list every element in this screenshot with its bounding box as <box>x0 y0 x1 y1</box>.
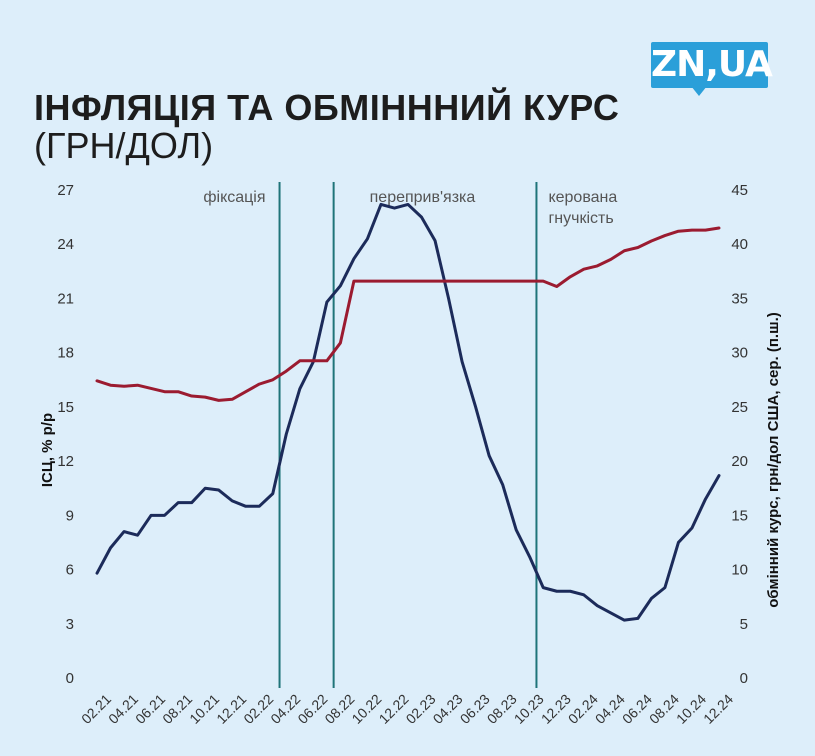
x-axis-ticks: 02.2104.2106.2108.2110.2112.2102.2204.22… <box>78 691 736 727</box>
x-tick-label: 04.23 <box>430 691 466 727</box>
cpi-line <box>95 202 721 622</box>
chart-subtitle: (ГРН/ДОЛ) <box>34 125 214 166</box>
zn-ua-logo[interactable]: ZN,UA <box>651 42 773 96</box>
period-dividers <box>278 182 538 688</box>
x-tick-label: 02.23 <box>403 691 439 727</box>
left-tick-label: 3 <box>66 616 74 633</box>
x-tick-label: 08.24 <box>646 691 682 727</box>
left-tick-label: 0 <box>66 670 74 687</box>
x-tick-label: 02.24 <box>565 691 601 727</box>
right-tick-label: 30 <box>731 345 748 362</box>
x-tick-label: 10.22 <box>348 691 384 727</box>
left-tick-label: 27 <box>57 182 74 199</box>
period-label: керована <box>548 189 617 206</box>
x-tick-label: 08.22 <box>321 691 357 727</box>
period-labels: фіксація переприв'язка керована гнучкість <box>203 189 617 227</box>
period-label: переприв'язка <box>370 189 476 206</box>
x-tick-label: 12.24 <box>700 691 736 727</box>
left-tick-label: 21 <box>57 290 74 307</box>
right-tick-label: 20 <box>731 453 748 470</box>
right-tick-label: 10 <box>731 562 748 579</box>
right-tick-label: 15 <box>731 507 748 524</box>
right-tick-label: 35 <box>731 290 748 307</box>
right-tick-label: 0 <box>740 670 748 687</box>
x-tick-label: 06.24 <box>619 691 655 727</box>
x-tick-label: 04.24 <box>592 691 628 727</box>
x-tick-label: 02.21 <box>78 691 114 727</box>
right-tick-label: 5 <box>740 616 748 633</box>
x-tick-label: 08.23 <box>484 691 520 727</box>
left-axis-ticks: 0 3 6 9 12 15 18 21 24 27 <box>57 182 74 687</box>
left-tick-label: 15 <box>57 399 74 416</box>
x-tick-label: 04.21 <box>105 691 141 727</box>
logo-box <box>651 42 768 88</box>
right-axis-title: обмінний курс, грн/дол США, сер. (п.ш.) <box>765 312 782 608</box>
left-tick-label: 6 <box>66 562 74 579</box>
left-axis-title: ІСЦ, % р/р <box>39 413 56 487</box>
series-lines <box>95 202 721 622</box>
left-tick-label: 24 <box>57 236 74 253</box>
right-tick-label: 40 <box>731 236 748 253</box>
x-tick-label: 12.23 <box>538 691 574 727</box>
x-tick-label: 10.21 <box>186 691 222 727</box>
x-tick-label: 10.23 <box>511 691 547 727</box>
x-tick-label: 04.22 <box>267 691 303 727</box>
x-tick-label: 12.21 <box>213 691 249 727</box>
x-tick-label: 12.22 <box>376 691 412 727</box>
x-tick-label: 10.24 <box>673 691 709 727</box>
right-axis-ticks: 0 5 10 15 20 25 30 35 40 45 <box>731 182 748 687</box>
period-label-line2: гнучкість <box>548 210 613 227</box>
x-tick-label: 06.23 <box>457 691 493 727</box>
left-tick-label: 18 <box>57 345 74 362</box>
left-tick-label: 9 <box>66 507 74 524</box>
x-tick-label: 06.21 <box>132 691 168 727</box>
left-tick-label: 12 <box>57 453 74 470</box>
x-tick-label: 06.22 <box>294 691 330 727</box>
right-tick-label: 25 <box>731 399 748 416</box>
chart-title: ІНФЛЯЦІЯ ТА ОБМІНННИЙ КУРС <box>34 87 620 128</box>
logo-text: ZN,UA <box>651 44 773 85</box>
x-tick-label: 02.22 <box>240 691 276 727</box>
right-tick-label: 45 <box>731 182 748 199</box>
logo-tail <box>691 86 707 96</box>
period-label: фіксація <box>203 189 265 206</box>
x-tick-label: 08.21 <box>159 691 195 727</box>
exchange-rate-line <box>95 226 721 402</box>
